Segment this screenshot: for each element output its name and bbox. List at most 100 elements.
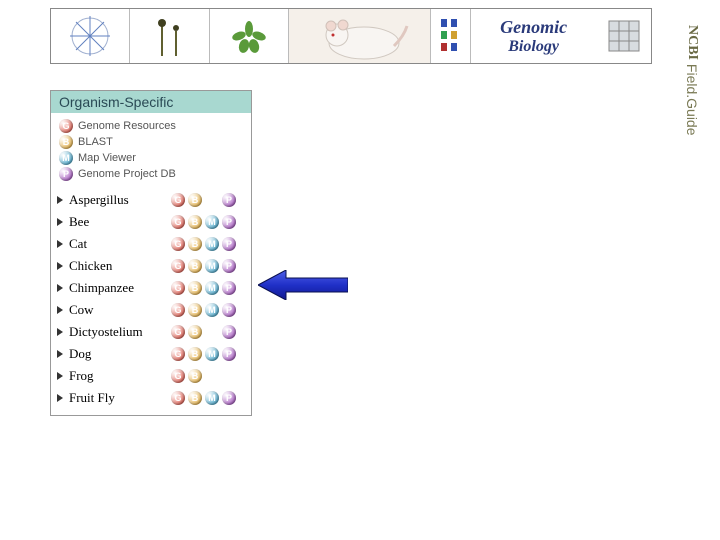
organism-row[interactable]: ChickenGBMP	[57, 255, 245, 277]
orb-p-icon[interactable]: P	[222, 237, 236, 251]
orb-b-icon[interactable]: B	[188, 281, 202, 295]
orb-g-icon[interactable]: G	[171, 281, 185, 295]
orb-slot-m[interactable]: M	[205, 281, 219, 295]
orb-slot-p[interactable]: P	[222, 281, 236, 295]
orb-slot-m[interactable]: M	[205, 347, 219, 361]
organism-row[interactable]: CowGBMP	[57, 299, 245, 321]
orb-slot-b[interactable]: B	[188, 369, 202, 383]
orb-slot-g[interactable]: G	[171, 347, 185, 361]
organism-name[interactable]: Dog	[69, 346, 171, 362]
orb-slot-g[interactable]: G	[171, 325, 185, 339]
orb-p-icon[interactable]: P	[222, 303, 236, 317]
orb-g-icon[interactable]: G	[171, 237, 185, 251]
organism-name[interactable]: Dictyostelium	[69, 324, 171, 340]
orb-slot-g[interactable]: G	[171, 281, 185, 295]
orb-slot-b[interactable]: B	[188, 193, 202, 207]
organism-name[interactable]: Fruit Fly	[69, 390, 171, 406]
orb-b-icon[interactable]: B	[188, 259, 202, 273]
orb-m-icon[interactable]: M	[205, 215, 219, 229]
orb-slot-m[interactable]: M	[205, 303, 219, 317]
orb-slot-b[interactable]: B	[188, 259, 202, 273]
expand-triangle-icon[interactable]	[57, 240, 63, 248]
orb-m-icon[interactable]: M	[205, 237, 219, 251]
organism-row[interactable]: Fruit FlyGBMP	[57, 387, 245, 409]
expand-triangle-icon[interactable]	[57, 328, 63, 336]
organism-name[interactable]: Cow	[69, 302, 171, 318]
orb-slot-p[interactable]: P	[222, 259, 236, 273]
orb-slot-g[interactable]: G	[171, 193, 185, 207]
organism-row[interactable]: DictyosteliumGB P	[57, 321, 245, 343]
orb-p-icon[interactable]: P	[222, 193, 236, 207]
orb-slot-g[interactable]: G	[171, 237, 185, 251]
orb-slot-g[interactable]: G	[171, 303, 185, 317]
organism-name[interactable]: Chimpanzee	[69, 280, 171, 296]
organism-row[interactable]: DogGBMP	[57, 343, 245, 365]
organism-name[interactable]: Aspergillus	[69, 192, 171, 208]
orb-p-icon[interactable]: P	[222, 259, 236, 273]
orb-slot-b[interactable]: B	[188, 325, 202, 339]
expand-triangle-icon[interactable]	[57, 284, 63, 292]
orb-slot-b[interactable]: B	[188, 215, 202, 229]
organism-row[interactable]: CatGBMP	[57, 233, 245, 255]
orb-m-icon[interactable]: M	[205, 391, 219, 405]
orb-slot-g[interactable]: G	[171, 259, 185, 273]
orb-g-icon[interactable]: G	[171, 369, 185, 383]
orb-slot-b[interactable]: B	[188, 281, 202, 295]
orb-g-icon[interactable]: G	[171, 215, 185, 229]
legend-row-b[interactable]: BBLAST	[59, 135, 243, 149]
orb-p-icon[interactable]: P	[222, 391, 236, 405]
organism-row[interactable]: BeeGBMP	[57, 211, 245, 233]
orb-g-icon[interactable]: G	[171, 303, 185, 317]
orb-slot-m[interactable]: M	[205, 259, 219, 273]
orb-b-icon[interactable]: B	[188, 193, 202, 207]
legend-row-m[interactable]: MMap Viewer	[59, 151, 243, 165]
organism-name[interactable]: Chicken	[69, 258, 171, 274]
expand-triangle-icon[interactable]	[57, 350, 63, 358]
orb-b-icon[interactable]: B	[188, 303, 202, 317]
legend-row-p[interactable]: PGenome Project DB	[59, 167, 243, 181]
orb-slot-p[interactable]: P	[222, 391, 236, 405]
orb-slot-b[interactable]: B	[188, 303, 202, 317]
expand-triangle-icon[interactable]	[57, 218, 63, 226]
orb-g-icon[interactable]: G	[171, 193, 185, 207]
orb-p-icon[interactable]: P	[222, 347, 236, 361]
organism-name[interactable]: Frog	[69, 368, 171, 384]
orb-m-icon[interactable]: M	[205, 259, 219, 273]
orb-slot-p[interactable]: P	[222, 215, 236, 229]
expand-triangle-icon[interactable]	[57, 196, 63, 204]
orb-slot-p[interactable]: P	[222, 325, 236, 339]
expand-triangle-icon[interactable]	[57, 262, 63, 270]
orb-slot-g[interactable]: G	[171, 215, 185, 229]
orb-m-icon[interactable]: M	[205, 347, 219, 361]
organism-name[interactable]: Cat	[69, 236, 171, 252]
orb-slot-p[interactable]: P	[222, 347, 236, 361]
orb-m-icon[interactable]: M	[205, 303, 219, 317]
orb-slot-g[interactable]: G	[171, 369, 185, 383]
organism-row[interactable]: ChimpanzeeGBMP	[57, 277, 245, 299]
orb-p-icon[interactable]: P	[222, 281, 236, 295]
expand-triangle-icon[interactable]	[57, 394, 63, 402]
orb-g-icon[interactable]: G	[171, 325, 185, 339]
orb-slot-m[interactable]: M	[205, 237, 219, 251]
orb-slot-b[interactable]: B	[188, 237, 202, 251]
legend-row-g[interactable]: GGenome Resources	[59, 119, 243, 133]
orb-slot-p[interactable]: P	[222, 303, 236, 317]
orb-b-icon[interactable]: B	[188, 391, 202, 405]
orb-slot-m[interactable]: M	[205, 215, 219, 229]
orb-b-icon[interactable]: B	[188, 325, 202, 339]
orb-slot-b[interactable]: B	[188, 391, 202, 405]
orb-b-icon[interactable]: B	[188, 347, 202, 361]
orb-slot-p[interactable]: P	[222, 193, 236, 207]
orb-slot-b[interactable]: B	[188, 347, 202, 361]
orb-p-icon[interactable]: P	[222, 215, 236, 229]
expand-triangle-icon[interactable]	[57, 372, 63, 380]
orb-slot-g[interactable]: G	[171, 391, 185, 405]
orb-b-icon[interactable]: B	[188, 215, 202, 229]
expand-triangle-icon[interactable]	[57, 306, 63, 314]
organism-name[interactable]: Bee	[69, 214, 171, 230]
orb-g-icon[interactable]: G	[171, 391, 185, 405]
orb-b-icon[interactable]: B	[188, 237, 202, 251]
organism-row[interactable]: AspergillusGB P	[57, 189, 245, 211]
orb-slot-p[interactable]: P	[222, 237, 236, 251]
orb-b-icon[interactable]: B	[188, 369, 202, 383]
